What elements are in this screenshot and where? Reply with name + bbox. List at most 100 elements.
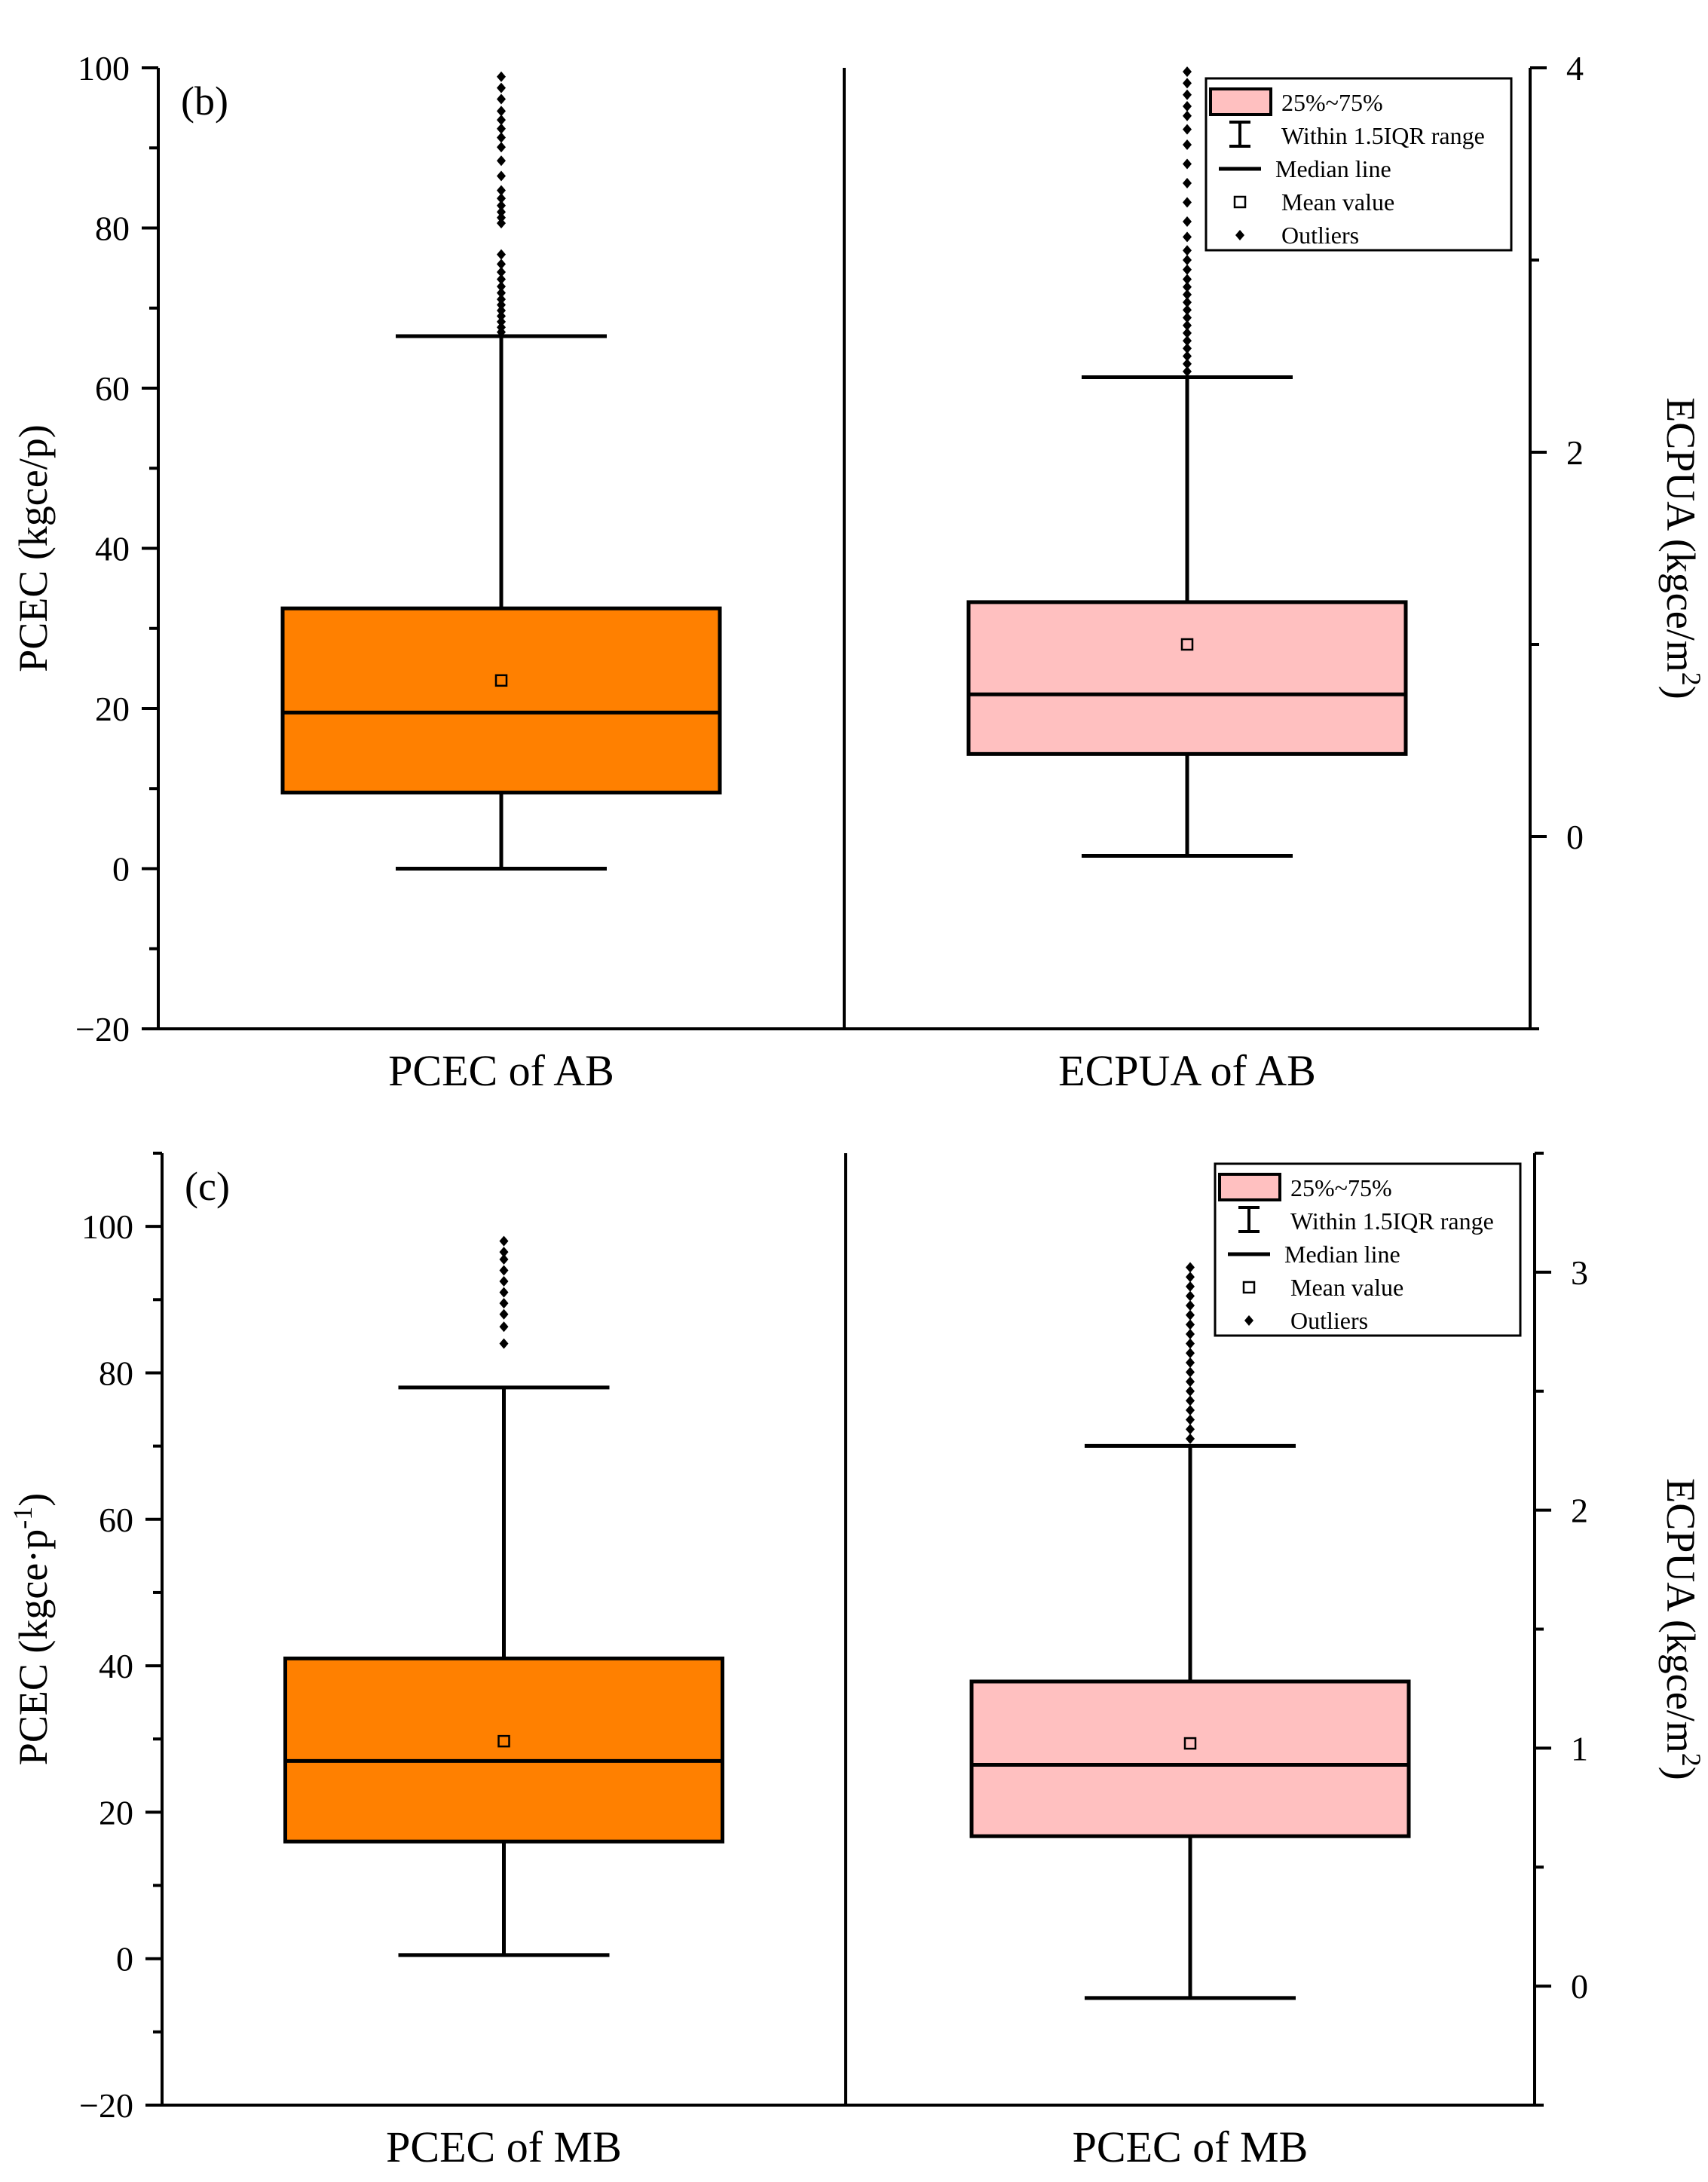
right-tick-label: 0	[1571, 1967, 1588, 2006]
outlier-point	[499, 1308, 509, 1320]
outlier-point	[1186, 1348, 1195, 1359]
outlier-point	[499, 1321, 509, 1333]
outlier-point	[497, 259, 506, 270]
outlier-point	[1186, 1357, 1195, 1368]
left-tick-label: 40	[99, 1647, 133, 1685]
outlier-point	[1183, 231, 1192, 243]
outlier-point	[1186, 1309, 1195, 1321]
right-axis-title-sup: 2	[1676, 1753, 1706, 1767]
outlier-point	[497, 170, 506, 182]
legend-label: Median line	[1284, 1241, 1400, 1268]
outlier-point	[499, 1247, 509, 1258]
outlier-point	[1183, 110, 1192, 121]
outlier-point	[1183, 305, 1192, 316]
outlier-point	[497, 281, 506, 292]
box-plot-left	[280, 71, 722, 871]
right-axis-title-text: ECPUA (kgce/m	[1658, 397, 1703, 672]
right-axis-title-end: )	[1658, 1767, 1703, 1780]
outlier-point	[1183, 101, 1192, 112]
outlier-point	[1183, 139, 1192, 150]
outlier-point	[497, 218, 506, 229]
outlier-point	[499, 1338, 509, 1349]
legend: 25%~75% Within 1.5IQR range Median line Mea…	[1204, 77, 1513, 252]
outlier-point	[1183, 245, 1192, 256]
iqr-box	[283, 1656, 724, 1844]
outlier-point	[497, 185, 506, 196]
left-tick-label: 0	[112, 850, 130, 889]
outlier-point	[1186, 1290, 1195, 1302]
outlier-point	[1186, 1281, 1195, 1292]
mean-marker	[1183, 1737, 1197, 1750]
outlier-point	[1186, 1319, 1195, 1330]
outlier-point	[1183, 216, 1192, 227]
left-tick-label: 80	[95, 210, 130, 248]
left-tick-label: 20	[99, 1793, 133, 1832]
outlier-point	[499, 1265, 509, 1276]
legend-label: Mean value	[1290, 1274, 1403, 1301]
category-label: PCEC of MB	[386, 2122, 622, 2171]
right-tick-label: 1	[1571, 1729, 1588, 1767]
outlier-point	[1186, 1414, 1195, 1425]
right-axis-title: ECPUA (kgce/m2)	[1658, 1478, 1706, 1780]
legend-label: 25%~75%	[1281, 89, 1383, 116]
outlier-point	[497, 132, 506, 143]
outlier-point	[497, 115, 506, 126]
right-axis-title-text: ECPUA (kgce/m	[1658, 1478, 1703, 1752]
left-tick-label: 100	[81, 1207, 133, 1246]
left-axis-title-text: PCEC (kgce·p	[11, 1529, 56, 1765]
outlier-point	[1186, 1338, 1195, 1349]
outlier-point	[497, 193, 506, 204]
outlier-point	[497, 155, 506, 167]
right-axis-title: ECPUA (kgce/m2)	[1658, 397, 1706, 699]
legend-outlier-swatch	[1235, 230, 1244, 240]
outlier-point	[1186, 1385, 1195, 1397]
outlier-point	[499, 1298, 509, 1309]
mean-marker	[1180, 638, 1194, 651]
legend-label: Within 1.5IQR range	[1290, 1207, 1494, 1235]
outlier-point	[497, 249, 506, 260]
outlier-point	[499, 1287, 509, 1298]
outlier-point	[497, 299, 506, 311]
legend-label: Outliers	[1281, 222, 1359, 249]
legend-label: Mean value	[1281, 188, 1394, 216]
outlier-point	[1183, 178, 1192, 188]
outlier-point	[1183, 343, 1192, 354]
outlier-point	[497, 106, 506, 117]
mean-marker	[494, 674, 508, 687]
outlier-point	[1183, 366, 1192, 377]
outlier-point	[1186, 1366, 1195, 1378]
left-tick-label: 60	[99, 1501, 133, 1539]
legend: 25%~75% Within 1.5IQR range Median line Mea…	[1214, 1162, 1522, 1337]
outlier-point	[497, 93, 506, 105]
outlier-point	[497, 123, 506, 134]
category-label: PCEC of AB	[388, 1046, 614, 1095]
outlier-point	[1183, 320, 1192, 331]
left-axis-title: PCEC (kgce·p-1)	[8, 1493, 56, 1765]
iqr-box	[966, 600, 1408, 756]
outlier-point	[1186, 1300, 1195, 1311]
outlier-point	[497, 71, 506, 82]
outlier-point	[497, 266, 506, 277]
panel-label: (b)	[181, 78, 228, 124]
box-plot-right	[966, 66, 1408, 858]
legend-label: Within 1.5IQR range	[1281, 122, 1485, 149]
legend-label: Median line	[1275, 155, 1391, 182]
legend-label: 25%~75%	[1290, 1174, 1392, 1201]
legend-box-swatch	[1209, 87, 1272, 116]
outlier-point	[1183, 264, 1192, 275]
left-tick-label: 80	[99, 1354, 133, 1392]
outlier-point	[1183, 274, 1192, 285]
outlier-point	[497, 142, 506, 153]
outlier-point	[1186, 1424, 1195, 1435]
legend-mean-swatch	[1242, 1281, 1256, 1294]
left-axis-title: PCEC (kgce/p)	[11, 424, 56, 672]
outlier-point	[497, 200, 506, 211]
right-tick-label: 0	[1566, 818, 1584, 856]
right-tick-label: 2	[1566, 433, 1584, 472]
category-label: PCEC of MB	[1073, 2122, 1309, 2171]
iqr-box	[969, 1679, 1411, 1838]
outlier-point	[497, 212, 506, 223]
left-tick-label: 100	[78, 49, 130, 87]
chart-panel-b: −20 0 20 40 60 80 100 0 2 4 PCEC (kgce/p) ECPUA (kg…	[11, 49, 1706, 1095]
